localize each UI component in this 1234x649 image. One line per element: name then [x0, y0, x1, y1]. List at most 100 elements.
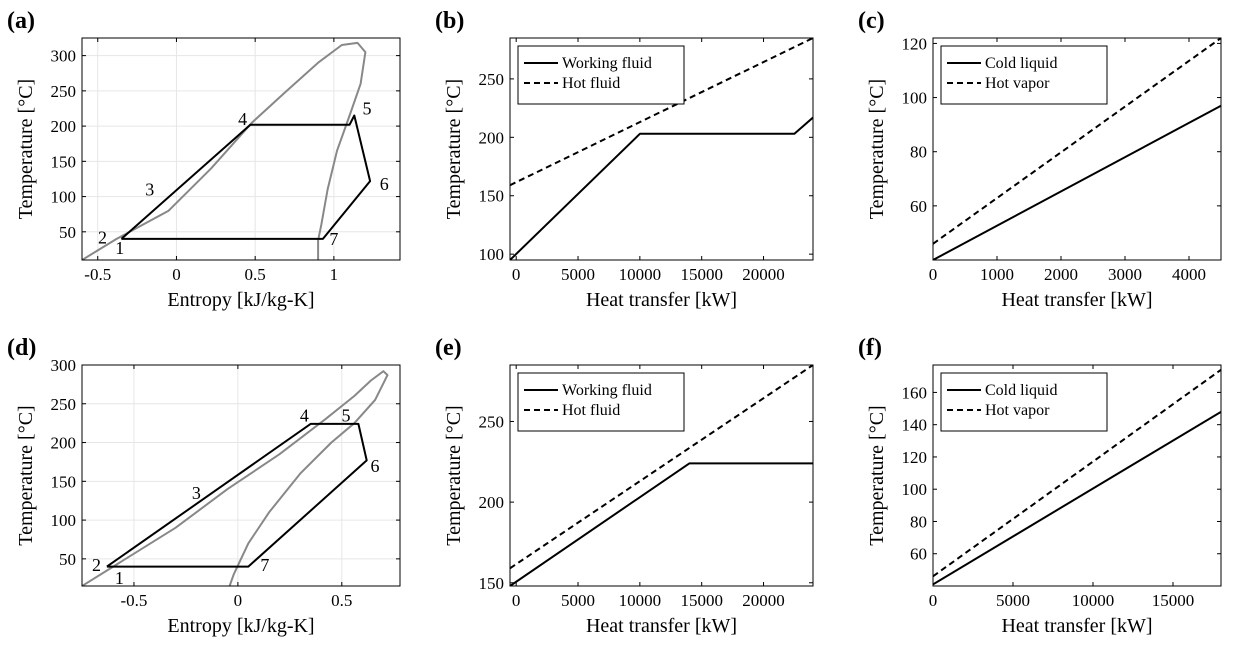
panel-c-axes-box [932, 37, 1222, 261]
panel-e-ytick-label: 250 [479, 412, 505, 431]
panel-b: 0 5000 10000 15000 20000 100 150 200 250 Heat tra… [435, 8, 814, 311]
panel-d-axes-box [81, 364, 401, 587]
panel-d-xaxis-label: Entropy [kJ/kg-K] [167, 615, 314, 637]
panel-d-state-point-7-label: 7 [260, 555, 269, 575]
panel-c-legend-label: Cold liquid [985, 55, 1057, 72]
panel-e-legend-label: Hot fluid [562, 402, 620, 419]
panel-d-xtick-label: 0 [234, 591, 243, 610]
panel-e-xtick-label: 0 [512, 591, 521, 610]
panel-d-xtick-label: -0.5 [120, 591, 147, 610]
panel-f-series-1-line [933, 368, 1221, 578]
panel-c-xaxis-label: Heat transfer [kW] [1001, 289, 1152, 311]
panel-c-ytick-label: 120 [902, 34, 928, 53]
panel-d-dome-line [82, 370, 389, 586]
panel-b-legend-box [517, 45, 685, 105]
panel-d-ytick-label: 100 [51, 511, 77, 530]
panel-d-xtick-label: 0.5 [331, 591, 352, 610]
panel-e-series-1-line [510, 365, 813, 570]
panel-c-ytick-label: 100 [902, 89, 928, 108]
panel-d-ytick-label: 50 [59, 550, 76, 569]
panel-e-yaxis-label: Temperature [°C] [443, 405, 465, 545]
panel-e: 0 5000 10000 15000 20000 150 200 250 Heat transf… [435, 335, 814, 637]
panel-f-xaxis-label: Heat transfer [kW] [1001, 615, 1152, 637]
panel-a-ytick-label: 50 [59, 223, 76, 242]
panel-a-state-point-3-label: 3 [145, 180, 154, 200]
panel-a-ytick-label: 100 [51, 188, 77, 207]
panel-b-xtick-label: 20000 [742, 265, 785, 284]
panel-b-series-group [510, 38, 813, 260]
panel-c: 0 1000 2000 3000 4000 60 80 100 120 Heat transfer… [858, 8, 1222, 311]
panel-d-series-group [82, 370, 389, 586]
panel-b-legend-label: Hot fluid [562, 75, 620, 92]
panel-c-xtick-label: 2000 [1044, 265, 1078, 284]
panel-a-state-point-5-label: 5 [362, 98, 371, 118]
panel-a-panel-label: (a) [7, 8, 35, 34]
panel-f-ytick-label: 100 [902, 480, 928, 499]
panel-d-panel-label: (d) [7, 335, 36, 361]
panel-d-state-point-5-label: 5 [341, 405, 350, 425]
panel-a-state-point-2-label: 2 [98, 227, 107, 247]
panel-b-ytick-label: 250 [479, 70, 505, 89]
panel-e-axes-box [509, 364, 814, 587]
panel-f-xtick-label: 0 [929, 591, 938, 610]
panel-e-xtick-label: 15000 [680, 591, 723, 610]
panel-d-state-point-6-label: 6 [371, 456, 380, 476]
panel-a-xaxis-label: Entropy [kJ/kg-K] [167, 289, 314, 311]
panel-b-legend-label: Working fluid [562, 55, 652, 72]
panel-c-ytick-label: 60 [910, 197, 927, 216]
panel-d-ytick-label: 300 [51, 356, 77, 375]
panel-a-series-group [82, 41, 372, 260]
panel-f-axes-box [932, 364, 1222, 587]
panel-f-series-group [933, 368, 1221, 586]
panel-d-ytick-label: 250 [51, 395, 77, 414]
panel-b-xtick-label: 0 [512, 265, 521, 284]
panel-a-xtick-label: -0.5 [84, 265, 111, 284]
panel-f-yaxis-label: Temperature [°C] [866, 405, 888, 545]
panel-a-ytick-label: 200 [51, 117, 77, 136]
panel-b-series-1-line [510, 38, 813, 187]
panel-f-series-0-line [933, 410, 1221, 586]
panel-b-series-0-line [510, 116, 813, 260]
panel-c-series-0-line [933, 104, 1221, 260]
panel-e-xtick-label: 20000 [742, 591, 785, 610]
panel-b-xtick-label: 15000 [680, 265, 723, 284]
panel-d-state-point-2-label: 2 [92, 555, 101, 575]
panel-f-ytick-label: 140 [902, 416, 928, 435]
panel-d-state-point-3-label: 3 [192, 483, 201, 503]
panel-b-xtick-label: 5000 [561, 265, 595, 284]
panel-c-panel-label: (c) [858, 8, 885, 34]
panel-c-xtick-label: 4000 [1172, 265, 1206, 284]
panel-a-state-point-1-label: 1 [115, 238, 124, 258]
panel-d-ytick-label: 200 [51, 434, 77, 453]
panel-e-xaxis-label: Heat transfer [kW] [586, 615, 737, 637]
panel-c-series-group [933, 38, 1221, 260]
panel-e-series-0-line [510, 462, 813, 586]
panel-d-state-point-1-label: 1 [115, 568, 124, 588]
panel-a-state-point-6-label: 6 [380, 174, 389, 194]
panel-e-xtick-label: 5000 [561, 591, 595, 610]
panel-d-yaxis-label: Temperature [°C] [15, 405, 37, 545]
panel-c-xtick-label: 1000 [980, 265, 1014, 284]
panel-b-ytick-label: 100 [479, 245, 505, 264]
panel-f-xtick-label: 5000 [996, 591, 1030, 610]
panel-c-xtick-label: 3000 [1108, 265, 1142, 284]
panel-a-axes-box [81, 37, 401, 261]
panel-a-xtick-label: 0.5 [245, 265, 266, 284]
panel-e-legend-box [517, 372, 685, 432]
panel-f-ytick-label: 160 [902, 383, 928, 402]
panel-f-ytick-label: 60 [910, 545, 927, 564]
panel-a-state-point-4-label: 4 [238, 109, 247, 129]
panel-a-dome-line [82, 41, 367, 260]
panel-e-legend-label: Working fluid [562, 382, 652, 399]
panel-f-xtick-label: 15000 [1152, 591, 1195, 610]
panel-f-ytick-label: 120 [902, 448, 928, 467]
panel-b-ytick-label: 150 [479, 187, 505, 206]
panel-e-xtick-label: 10000 [619, 591, 662, 610]
panel-b-ytick-label: 200 [479, 128, 505, 147]
panel-e-panel-label: (e) [435, 335, 462, 361]
panel-b-xaxis-label: Heat transfer [kW] [586, 289, 737, 311]
panel-f: 0 5000 10000 15000 60 80 100 120 140 160 Heat tran… [858, 335, 1222, 637]
panel-b-xtick-label: 10000 [619, 265, 662, 284]
panel-b-panel-label: (b) [435, 8, 464, 34]
